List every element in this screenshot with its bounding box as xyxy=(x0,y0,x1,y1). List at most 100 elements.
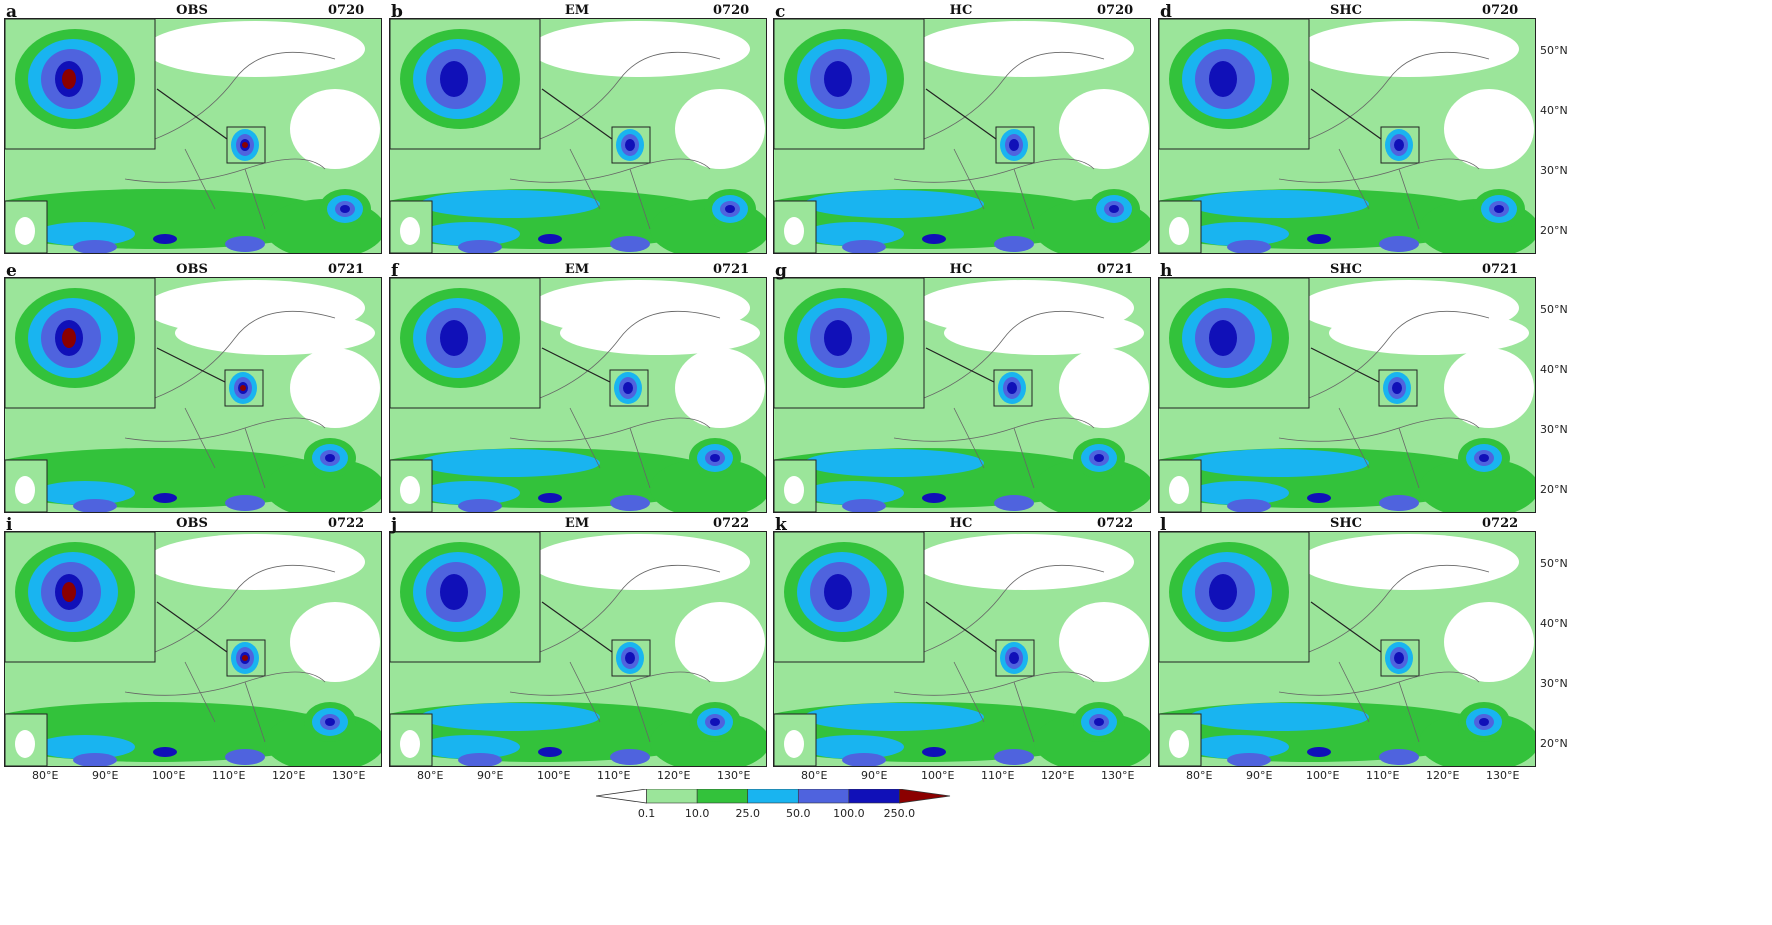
storm-contour xyxy=(242,655,248,661)
panel-letter: i xyxy=(6,515,13,535)
map-panel-f xyxy=(389,277,767,513)
dry-area xyxy=(1444,89,1534,169)
typhoon-contour xyxy=(325,454,335,462)
lon-tick-label: 120°E xyxy=(1041,769,1075,782)
zoom-arrow xyxy=(156,601,228,653)
precip-contour xyxy=(538,493,562,503)
dry-area xyxy=(1299,21,1519,77)
inset-contour xyxy=(440,320,468,356)
lon-tick-label: 110°E xyxy=(212,769,246,782)
zoom-region-box xyxy=(611,126,651,164)
precip-contour xyxy=(73,753,117,766)
precip-contour xyxy=(225,236,265,252)
colorbar-segment xyxy=(797,789,850,804)
panel-date: 0721 xyxy=(328,262,365,277)
precip-contour xyxy=(35,481,135,505)
lon-tick-label: 90°E xyxy=(92,769,119,782)
map-panel-i xyxy=(4,531,382,767)
zoom-arrow xyxy=(925,88,997,140)
country-border xyxy=(1278,564,1490,743)
precip-contour xyxy=(1189,703,1369,731)
panel-date: 0722 xyxy=(1482,516,1519,531)
precip-map xyxy=(5,19,381,253)
inset-contour xyxy=(440,61,468,97)
lon-tick-label: 80°E xyxy=(801,769,828,782)
lon-tick-label: 130°E xyxy=(332,769,366,782)
zoom-region-box xyxy=(993,369,1033,407)
lon-tick-label: 130°E xyxy=(1101,769,1135,782)
panel-date: 0721 xyxy=(713,262,750,277)
dry-area xyxy=(1059,602,1149,682)
map-panel-a xyxy=(4,18,382,254)
dry-area xyxy=(145,534,365,590)
precip-contour xyxy=(804,449,984,477)
zoom-arrow xyxy=(156,88,228,140)
lat-tick-label: 20°N xyxy=(1540,224,1568,237)
zoom-region-box xyxy=(226,126,266,164)
lon-tick-label: 80°E xyxy=(417,769,444,782)
precip-contour xyxy=(1189,449,1369,477)
precip-contour xyxy=(35,735,135,759)
precip-contour xyxy=(922,234,946,244)
dry-area xyxy=(530,534,750,590)
panel-letter: l xyxy=(1160,515,1167,535)
lon-tick-label: 130°E xyxy=(1486,769,1520,782)
precip-contour xyxy=(804,735,904,759)
panel-letter: h xyxy=(1160,261,1173,281)
typhoon-contour xyxy=(1479,718,1489,726)
panel-letter: e xyxy=(6,261,17,281)
panel-date: 0722 xyxy=(328,516,365,531)
panel-letter: d xyxy=(1160,2,1172,22)
lat-tick-label: 30°N xyxy=(1540,164,1568,177)
lon-tick-label: 80°E xyxy=(32,769,59,782)
zoom-region-box xyxy=(995,639,1035,677)
panel-letter: k xyxy=(775,515,787,535)
inset-contour xyxy=(400,476,420,504)
storm-contour xyxy=(1009,139,1019,151)
zoom-region-box xyxy=(1378,369,1418,407)
precip-contour xyxy=(842,753,886,766)
precip-contour xyxy=(1189,481,1289,505)
colorbar-label: 100.0 xyxy=(833,807,865,820)
zoom-region-box xyxy=(224,369,264,407)
zoom-arrow xyxy=(156,347,226,383)
panel-date: 0721 xyxy=(1482,262,1519,277)
colorbar-label: 50.0 xyxy=(786,807,811,820)
inset-contour xyxy=(400,730,420,758)
panel-letter: f xyxy=(391,261,399,281)
precip-map xyxy=(774,532,1150,766)
panel-title: SHC xyxy=(1329,3,1363,18)
storm-contour xyxy=(625,652,635,664)
panel-title: EM xyxy=(564,262,590,277)
country-border xyxy=(1278,310,1490,489)
panel-title: OBS xyxy=(176,3,208,18)
lat-tick-label: 40°N xyxy=(1540,617,1568,630)
precip-map xyxy=(1159,278,1535,512)
country-border xyxy=(893,310,1105,489)
lat-tick-label: 30°N xyxy=(1540,423,1568,436)
storm-contour xyxy=(242,142,248,148)
precip-contour xyxy=(650,458,766,512)
panel-date: 0720 xyxy=(1097,3,1134,18)
precip-contour xyxy=(1379,749,1419,765)
lon-tick-label: 110°E xyxy=(1366,769,1400,782)
precip-contour xyxy=(420,735,520,759)
map-panel-d xyxy=(1158,18,1536,254)
country-border xyxy=(124,564,336,743)
zoom-arrow xyxy=(1310,601,1382,653)
lon-tick-label: 120°E xyxy=(1426,769,1460,782)
precip-contour xyxy=(538,747,562,757)
panel-date: 0722 xyxy=(1097,516,1134,531)
lat-tick-label: 50°N xyxy=(1540,303,1568,316)
map-panel-e xyxy=(4,277,382,513)
lat-tick-label: 40°N xyxy=(1540,363,1568,376)
country-border xyxy=(124,51,336,230)
colorbar-label: 10.0 xyxy=(684,807,710,820)
precip-contour xyxy=(35,222,135,246)
precip-contour xyxy=(922,493,946,503)
typhoon-contour xyxy=(1479,454,1489,462)
precip-contour xyxy=(458,240,502,253)
panel-title: HC xyxy=(949,3,973,18)
precip-contour xyxy=(804,481,904,505)
typhoon-contour xyxy=(710,718,720,726)
